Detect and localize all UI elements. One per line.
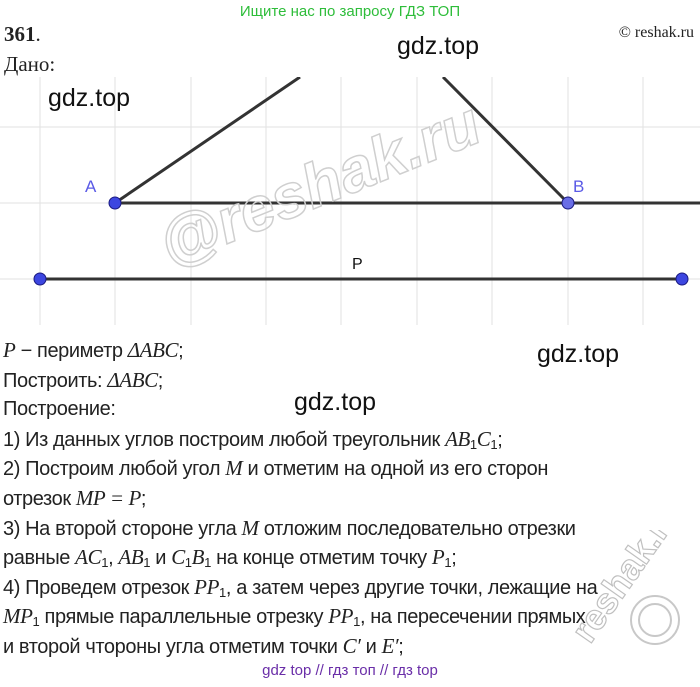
math-text: AB xyxy=(118,545,144,570)
math-text: B xyxy=(191,545,205,570)
text-segment: ; xyxy=(497,428,503,451)
text-segment: на конце отметим точку xyxy=(210,547,432,570)
text-segment: − периметр xyxy=(15,340,128,362)
watermark-reshak: @reshak.ru xyxy=(149,89,490,280)
watermark-reshak-corner: reshak.ru xyxy=(562,530,690,650)
solution-line: 1) Из данных углов построим любой треуго… xyxy=(3,425,700,455)
math-text: M xyxy=(225,456,243,481)
copyright: © reshak.ru xyxy=(618,24,694,41)
math-text: MP xyxy=(3,604,33,629)
math-text: P xyxy=(3,338,16,362)
solution-line: 2) Построим любой угол M и отметим на од… xyxy=(3,454,700,484)
solution-line: 3) На второй стороне угла M отложим посл… xyxy=(3,514,700,544)
solution-line: отрезок MP = P; xyxy=(3,484,700,514)
math-text: MP = P xyxy=(75,485,141,510)
subscript: 1 xyxy=(353,614,360,630)
math-text: C xyxy=(171,545,185,570)
math-text: E′ xyxy=(381,633,399,658)
math-text: ΔABC xyxy=(107,367,158,392)
solution-line: Построить: ΔABC; xyxy=(3,366,700,396)
label-p: P xyxy=(352,256,363,273)
math-text: M xyxy=(241,515,259,540)
text-segment: отложим последовательно отрезки xyxy=(258,517,576,540)
text-segment: прямые параллельные отрезку xyxy=(39,606,329,629)
solution-line: Построение: xyxy=(3,395,700,425)
text-segment: 3) На второй стороне угла xyxy=(3,517,242,540)
math-text: C′ xyxy=(342,633,361,658)
solution-line: и второй чтороны угла отметим точки C′ и… xyxy=(3,632,700,662)
text-segment: ; xyxy=(178,340,184,362)
text-segment: и xyxy=(360,635,382,658)
math-text: ΔABC xyxy=(127,338,179,362)
solution-line: 4) Проведем отрезок PP1, а затем через д… xyxy=(3,573,700,603)
geometry-diagram: @reshak.ru A B P xyxy=(0,77,700,325)
math-text: PP xyxy=(328,604,354,629)
text-segment: ; xyxy=(157,369,164,392)
subscript: 1 xyxy=(219,584,226,600)
text-segment: равные xyxy=(3,547,76,570)
watermark-gdz: gdz.top xyxy=(537,340,620,368)
label-a: A xyxy=(85,177,97,196)
math-text: PP xyxy=(194,574,220,599)
text-segment: Построить: xyxy=(3,369,108,392)
text-segment: Построение: xyxy=(3,398,116,421)
subscript: 1 xyxy=(101,555,109,571)
label-b: B xyxy=(573,177,584,196)
solution-line: MP1 прямые параллельные отрезку PP1, на … xyxy=(3,602,700,632)
text-segment: и отметим на одной из его сторон xyxy=(242,458,549,481)
subscript: 1 xyxy=(444,555,452,571)
text-segment: 4) Проведем отрезок xyxy=(3,576,195,599)
watermark-reshak-corner-text: reshak.ru xyxy=(563,530,690,650)
subscript: 1 xyxy=(143,555,151,571)
subscript: 1 xyxy=(204,555,211,571)
text-segment: 2) Построим любой угол xyxy=(3,458,226,481)
solution-line: P − периметр ΔABC; xyxy=(3,336,700,366)
problem-number-dot: . xyxy=(35,22,41,46)
text-segment: , а затем через другие точки, лежащие на xyxy=(225,576,598,599)
point-b xyxy=(561,196,575,210)
watermark-gdz: gdz.top xyxy=(48,84,131,112)
math-text: C xyxy=(476,426,491,451)
text-segment: ; xyxy=(140,487,147,510)
text-segment: отрезок xyxy=(3,487,76,510)
watermark-gdz: gdz.top xyxy=(397,32,480,60)
point-a xyxy=(108,196,122,210)
math-text: P xyxy=(431,545,445,570)
text-segment: ; xyxy=(398,635,404,658)
problem-number-text: 361 xyxy=(4,22,36,46)
text-segment: , на пересечении прямых xyxy=(359,606,586,629)
text-segment: и второй чтороны угла отметим точки xyxy=(3,635,343,658)
solution-text: P − периметр ΔABC; Построить: ΔABC; Постро… xyxy=(3,336,700,662)
watermark-gdz: gdz.top xyxy=(294,388,377,416)
text-segment: 1) Из данных углов построим любой треуго… xyxy=(3,428,446,451)
text-segment: ; xyxy=(451,547,457,570)
point-p-end xyxy=(675,272,689,286)
text-segment: и xyxy=(150,547,172,570)
given-label: Дано: xyxy=(4,52,56,76)
point-p-start xyxy=(33,272,47,286)
solution-line: равные AC1, AB1 и C1B1 на конце отметим … xyxy=(3,543,700,573)
subscript: 1 xyxy=(469,436,477,452)
math-text: AC xyxy=(75,545,102,570)
side-ac xyxy=(114,77,301,205)
footer-watermark: gdz top // гдз топ // гдз top xyxy=(262,662,438,679)
side-bc xyxy=(441,77,570,205)
subscript: 1 xyxy=(490,436,498,452)
math-text: AB xyxy=(445,426,470,451)
subscript: 1 xyxy=(184,555,192,571)
subscript: 1 xyxy=(32,614,40,630)
problem-number: 361. xyxy=(4,22,41,47)
promo-banner: Ищите нас по запросу ГДЗ ТОП xyxy=(239,3,461,20)
text-segment: , xyxy=(108,547,119,570)
